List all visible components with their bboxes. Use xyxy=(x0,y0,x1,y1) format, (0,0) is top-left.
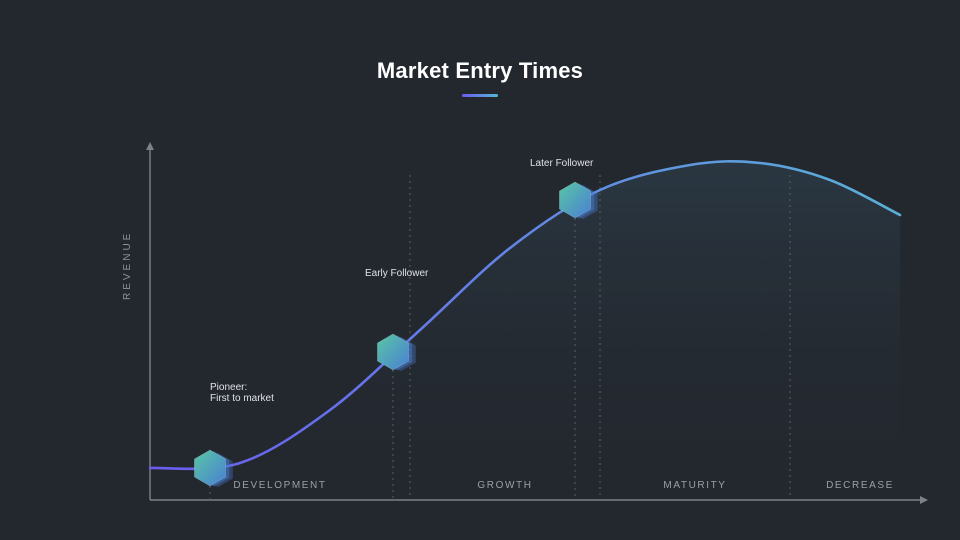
phase-label-decrease: DECREASE xyxy=(826,480,894,491)
entry-label-early-follower: Early Follower xyxy=(365,268,428,279)
entry-label-later-follower: Later Follower xyxy=(530,158,593,169)
phase-label-growth: GROWTH xyxy=(477,480,532,491)
entry-label-pioneer: Pioneer:First to market xyxy=(210,382,274,404)
lifecycle-chart xyxy=(0,0,960,540)
phase-label-development: DEVELOPMENT xyxy=(233,480,326,491)
slide: Market Entry Times REVENUE DEVELOPMENT G… xyxy=(0,0,960,540)
phase-label-maturity: MATURITY xyxy=(663,480,726,491)
